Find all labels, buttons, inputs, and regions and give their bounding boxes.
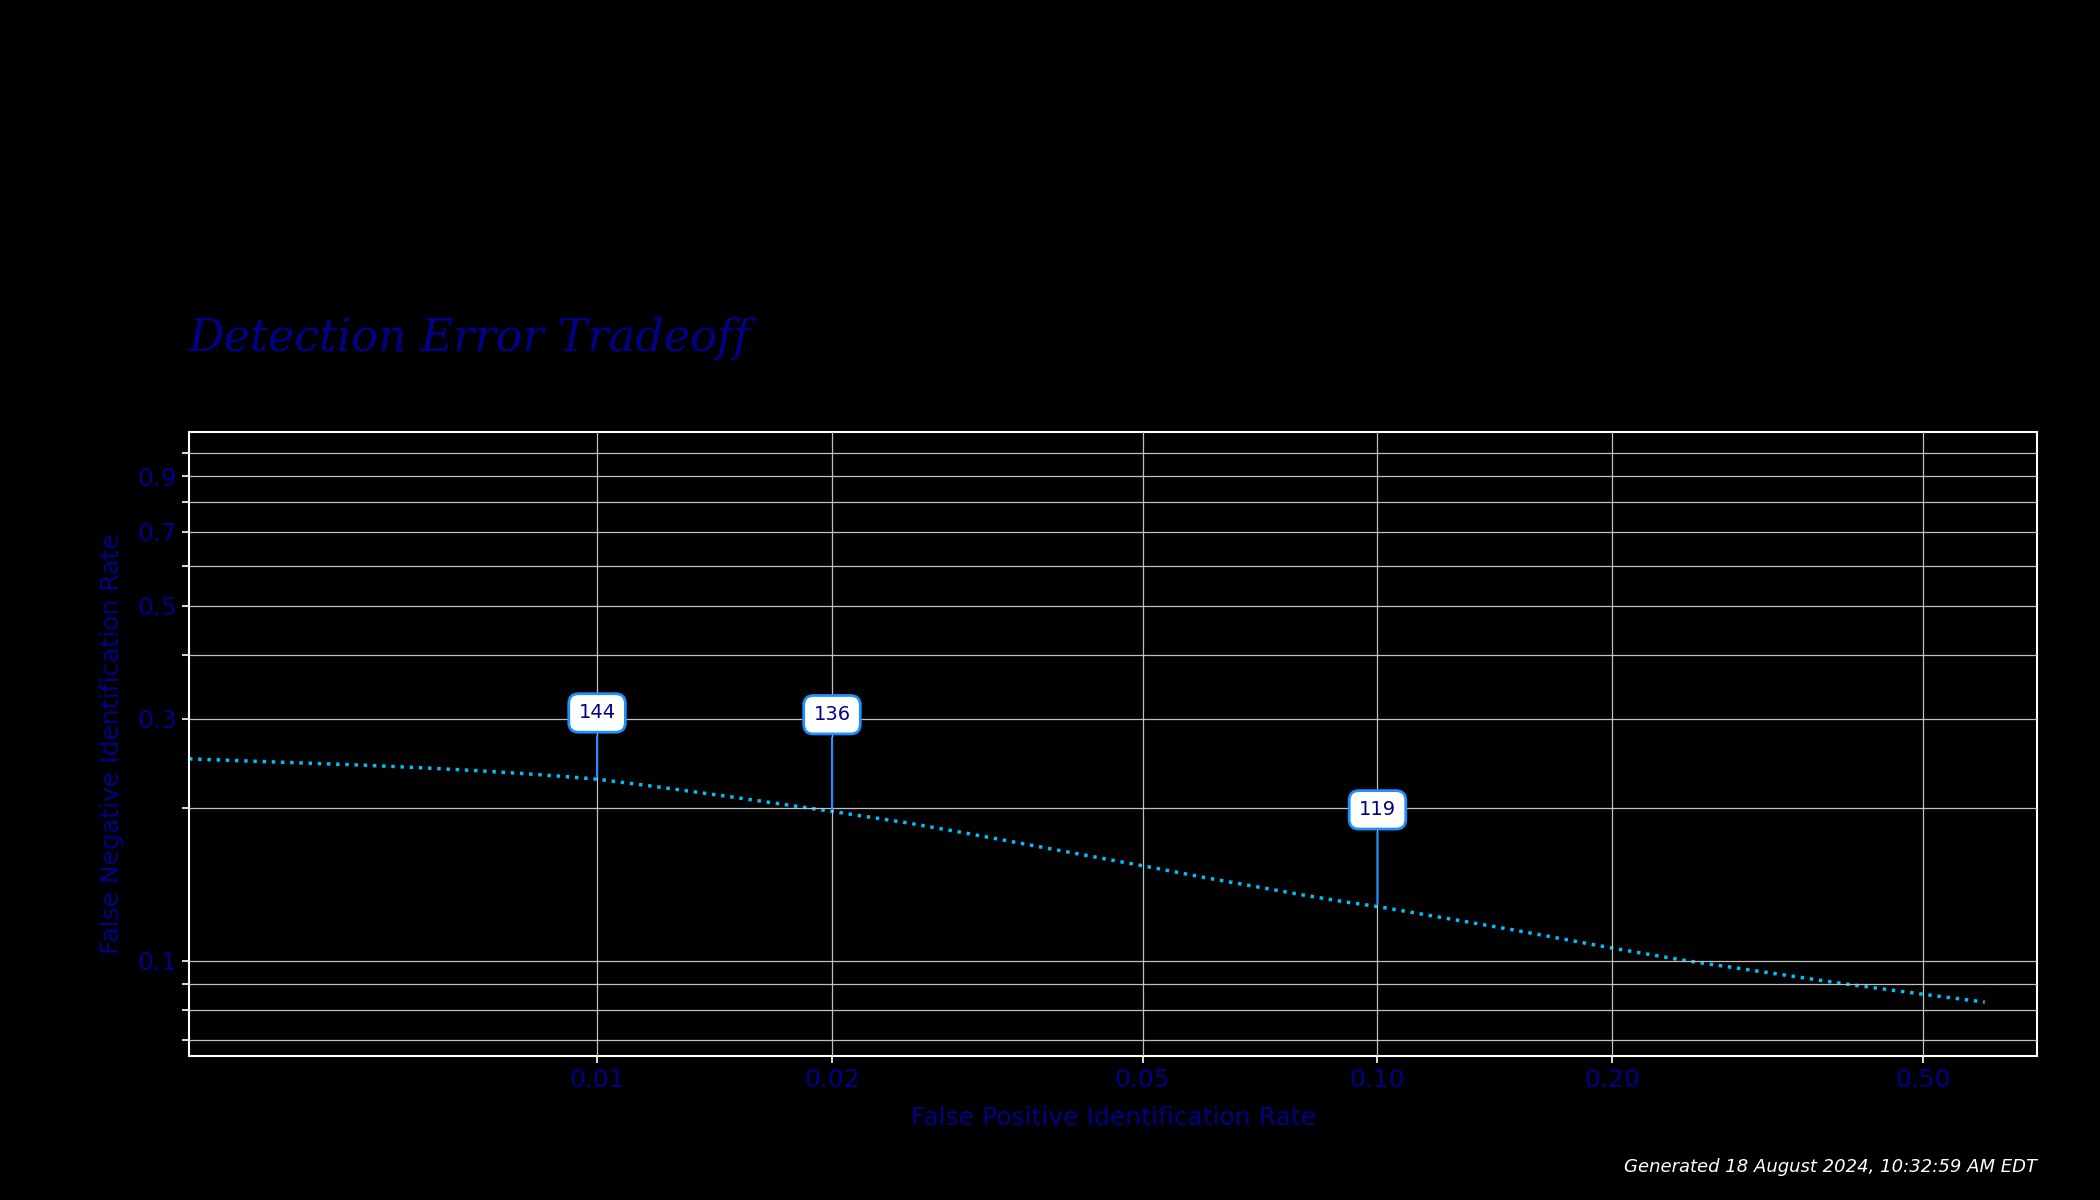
Text: Generated 18 August 2024, 10:32:59 AM EDT: Generated 18 August 2024, 10:32:59 AM ED… xyxy=(1623,1158,2037,1176)
Text: Detection Error Tradeoff: Detection Error Tradeoff xyxy=(189,317,752,360)
Text: 119: 119 xyxy=(1359,800,1396,904)
Text: 136: 136 xyxy=(813,706,851,809)
X-axis label: False Positive Identification Rate: False Positive Identification Rate xyxy=(911,1105,1315,1129)
Text: 144: 144 xyxy=(578,703,615,776)
Y-axis label: False Negative Identification Rate: False Negative Identification Rate xyxy=(99,534,124,954)
